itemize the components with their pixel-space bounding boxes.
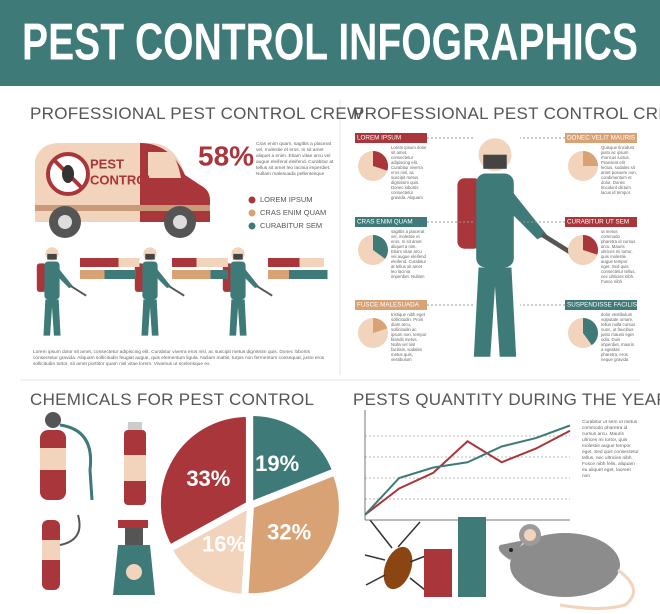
- worker-mask: [145, 253, 155, 260]
- pie-slice: [169, 504, 251, 597]
- worker-arm: [153, 267, 171, 289]
- pie-label: 33%: [186, 466, 230, 491]
- rat: [498, 524, 635, 610]
- crew-bar-segment: [196, 258, 228, 267]
- worker-legs: [229, 299, 247, 336]
- pie-label: 19%: [255, 451, 299, 476]
- legend-label: LOREM IPSUM: [260, 195, 313, 204]
- callout-tag: [355, 133, 427, 143]
- callout-title: DONEC VELIT MAURIS: [567, 135, 635, 142]
- worker-body: [230, 261, 246, 300]
- worker-mask: [233, 253, 243, 260]
- crew-bar-segment: [172, 258, 197, 267]
- crew-bar-segment: [80, 258, 119, 267]
- crew-paragraph: Lorem ipsum dolor sit amet, consectetur …: [33, 350, 325, 367]
- pests-note: Curabitur ut sem ut metus commodo pharet…: [582, 420, 639, 479]
- crew-bar-segment: [299, 258, 324, 267]
- bar: [424, 549, 452, 597]
- mini-pie-slice: [583, 235, 598, 255]
- series-line: [364, 429, 571, 516]
- series-line: [364, 424, 571, 516]
- callout-text: ut metus commodo pharetra id cursus arcu…: [601, 229, 636, 284]
- callout-tag: [565, 133, 637, 143]
- callout-text: Lorem ipsum dolor sit amet, consectetur …: [391, 145, 427, 200]
- mini-pie-slice: [373, 151, 388, 171]
- worker: [134, 247, 185, 336]
- callout-text: dolor vestibulum vulputate ornare, tellu…: [601, 312, 636, 362]
- bar: [458, 517, 486, 597]
- worker-mask: [47, 253, 57, 260]
- crew-bar-segment: [210, 270, 228, 279]
- section-title: PROFESSIONAL PEST CONTROL CREW: [353, 104, 660, 123]
- legend-dot: [248, 209, 256, 217]
- crew-bar-segment: [172, 270, 211, 279]
- mini-pie-slice: [373, 318, 388, 333]
- worker-legs: [43, 299, 61, 336]
- pie-label: 32%: [267, 519, 311, 544]
- crew-bar-segment: [118, 258, 140, 267]
- crew-bar-segment: [80, 270, 105, 279]
- legend-label: CRAS ENIM QUAM: [260, 208, 326, 217]
- pie-slice: [250, 413, 336, 505]
- worker-arm: [55, 267, 73, 289]
- worker-pack: [134, 263, 145, 292]
- worker-legs: [141, 299, 159, 336]
- percent-text: Cras enim quam, sagittis a placerat vel,…: [256, 142, 334, 177]
- callout-text: Quisque tincidunt justo ac ipsum rhoncus…: [601, 145, 637, 195]
- worker-pack: [36, 263, 47, 292]
- worker-pack: [457, 178, 481, 249]
- callout-text: sagittis a placerat vel, molestie et ero…: [391, 229, 427, 279]
- callout-tag: [565, 300, 637, 310]
- cockroach: [364, 519, 429, 591]
- crew-bar-segment: [268, 270, 289, 279]
- pie-slice: [157, 413, 249, 548]
- section-title: PESTS QUANTITY DURING THE YEAR: [353, 390, 660, 409]
- callout-title: CURABITUR UT SEM: [567, 219, 629, 226]
- crew-bar-segment: [268, 258, 300, 267]
- legend-dot: [248, 196, 256, 204]
- section-title: CHEMICALS FOR PEST CONTROL: [30, 390, 315, 409]
- pie-slice: [245, 472, 342, 597]
- callout-title: SUSPENDISSE FACILISIS: [567, 302, 643, 309]
- worker: [36, 247, 87, 336]
- van-label: PEST: [90, 156, 124, 171]
- mini-pie-slice: [583, 318, 598, 346]
- worker-mask: [483, 154, 507, 169]
- callout-tag: [565, 217, 637, 227]
- mini-pie-slice: [583, 151, 598, 166]
- legend-dot: [248, 222, 256, 230]
- worker-body: [44, 261, 60, 300]
- mini-pie-slice: [373, 235, 388, 259]
- pie-label: 16%: [202, 532, 246, 557]
- worker-sprayer: [168, 285, 185, 297]
- crew-bar-segment: [104, 270, 136, 279]
- van: [35, 143, 210, 238]
- worker-body: [476, 173, 514, 268]
- worker: [222, 247, 273, 336]
- header-band: [0, 0, 660, 86]
- percent-label: 58%: [198, 140, 254, 171]
- worker-sprayer: [70, 285, 87, 297]
- worker-legs: [473, 267, 517, 357]
- callout-title: CRAS ENIM QUAM: [357, 219, 413, 226]
- van-label: CONTROL: [90, 172, 154, 187]
- page-title: PEST CONTROL INFOGRAPHICS: [22, 14, 638, 72]
- callout-tag: [355, 300, 427, 310]
- worker-arm: [241, 267, 259, 289]
- callout-tag: [355, 217, 427, 227]
- chemical-icons: [40, 412, 155, 595]
- crew-bar-segment: [289, 270, 328, 279]
- callout-text: tristique nibh eget sollicitudin. Proin …: [391, 312, 427, 362]
- legend-label: CURABITUR SEM: [260, 221, 322, 230]
- worker-arm: [504, 187, 547, 240]
- worker-sprayer: [256, 285, 273, 297]
- section-title: PROFESSIONAL PEST CONTROL CREW: [30, 104, 364, 123]
- callout-title: FUSCE MALESUADA: [357, 302, 420, 309]
- worker: [457, 138, 581, 357]
- callout-title: LOREM IPSUM: [357, 135, 401, 142]
- worker-body: [142, 261, 158, 300]
